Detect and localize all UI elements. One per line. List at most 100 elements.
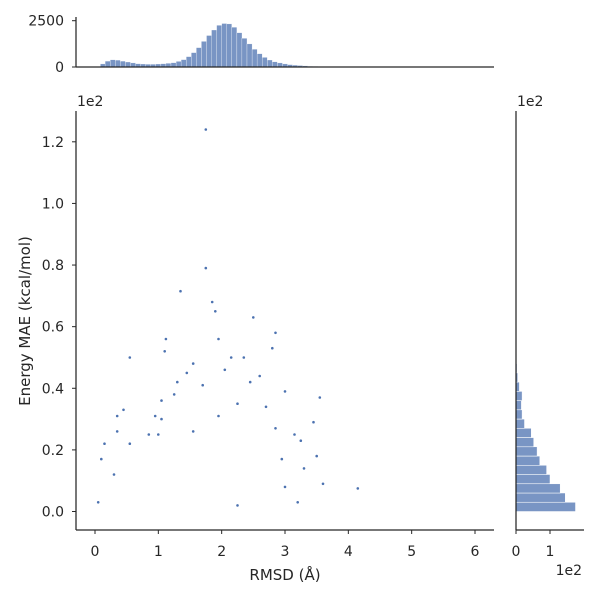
right-histogram-bar	[515, 455, 541, 466]
top-histogram-bar	[120, 60, 126, 68]
x-tick-label: 5	[407, 544, 416, 560]
scatter-point	[296, 501, 300, 504]
scatter-point	[122, 408, 125, 412]
scatter-point	[112, 473, 116, 476]
top-histogram-bar	[110, 59, 116, 68]
scatter-point	[185, 371, 189, 375]
right-marginal-x-offset-label: 1e2	[556, 563, 582, 579]
scatter-point	[258, 374, 262, 378]
x-tick-label: 6	[471, 544, 480, 560]
scatter-point	[204, 128, 208, 131]
top-histogram-bar	[216, 25, 222, 68]
right-histogram-bar	[515, 483, 561, 494]
scatter-point	[160, 399, 163, 402]
scatter-point	[242, 356, 246, 359]
top-marginal-histogram	[95, 23, 355, 68]
right-marginal-histogram	[515, 344, 576, 512]
scatter-point	[274, 427, 277, 430]
right-histogram-bar	[515, 465, 547, 475]
scatter-point	[236, 504, 239, 507]
y-tick-label: 0.6	[42, 320, 64, 336]
y-tick-label: 0.4	[42, 381, 64, 397]
top-histogram-bar	[231, 27, 238, 68]
scatter-point	[312, 420, 315, 424]
y-axis-label: Energy MAE (kcal/mol)	[16, 236, 34, 406]
top-histogram-bar	[211, 29, 217, 68]
scatter-point	[248, 380, 252, 384]
scatter-point	[191, 430, 195, 433]
top-histogram-bar	[180, 59, 187, 68]
scatter-point	[164, 337, 168, 341]
scatter-point	[147, 433, 151, 436]
top-histogram-bar	[246, 43, 253, 68]
scatter-point	[271, 346, 274, 350]
scatter-point	[179, 289, 182, 293]
scatter-point	[201, 383, 204, 387]
y-axis-ticks: 0.0 0.2 0.4 0.6 0.8 1.0 1.2	[42, 135, 76, 521]
right-histogram-bar	[515, 446, 538, 457]
top-histogram-bar	[256, 53, 263, 68]
scatter-point	[128, 442, 132, 446]
scatter-point	[321, 482, 325, 486]
top-histogram-bar	[125, 61, 131, 68]
right-histogram-bar	[515, 418, 525, 429]
top-histogram-bar	[241, 38, 248, 68]
scatter-point	[283, 485, 287, 489]
scatter-point	[210, 300, 214, 304]
y-tick-label: 1.0	[42, 196, 64, 212]
scatter-point	[293, 433, 296, 436]
scatter-point	[236, 402, 239, 406]
y-offset-label: 1e2	[77, 94, 103, 110]
scatter-point	[283, 390, 287, 393]
scatter-point	[96, 501, 100, 504]
top-histogram-bar	[206, 35, 212, 68]
x-axis-label: RMSD (Å)	[249, 565, 320, 584]
top-tick-label: 0	[55, 60, 64, 76]
scatter-point	[264, 405, 268, 409]
scatter-point	[191, 362, 195, 365]
scatter-point	[217, 414, 220, 418]
right-histogram-bar	[515, 437, 534, 448]
x-axis-ticks: 0 1 2 3 4 5 6	[91, 530, 480, 560]
top-histogram-bar	[201, 41, 207, 68]
top-histogram-bar	[262, 57, 268, 68]
scatter-point	[356, 487, 360, 490]
scatter-point	[214, 310, 217, 313]
y-tick-label: 1.2	[42, 135, 64, 151]
scatter-point	[223, 368, 227, 372]
scatter-point	[160, 417, 163, 421]
top-histogram-bar	[115, 59, 121, 68]
top-tick-label: 2500	[28, 14, 64, 30]
right-histogram-bar	[515, 502, 576, 512]
x-tick-label: 2	[217, 544, 226, 560]
scatter-point	[217, 337, 220, 341]
top-histogram-bar	[226, 23, 232, 68]
scatter-point	[229, 356, 233, 359]
scatter-point	[302, 467, 306, 470]
scatter-point	[115, 414, 119, 418]
top-histogram-bar	[186, 56, 192, 68]
scatter-point	[204, 266, 208, 270]
top-histogram-bar	[175, 61, 182, 68]
scatter-point	[115, 430, 119, 433]
scatter-point	[299, 439, 303, 443]
scatter-point	[252, 316, 255, 319]
scatter-point	[176, 380, 179, 384]
right-marginal-y-offset-label: 1e2	[517, 94, 543, 110]
top-histogram-bar	[221, 23, 227, 68]
scatter-point	[157, 433, 160, 436]
right-histogram-bar	[515, 409, 523, 420]
scatter-point	[172, 393, 176, 396]
right-tick-label: 0	[512, 544, 521, 560]
top-histogram-bar	[104, 60, 111, 68]
right-tick-label: 1	[546, 544, 555, 560]
top-histogram-bar	[191, 52, 197, 68]
y-tick-label: 0.0	[42, 505, 64, 521]
scatter-point	[163, 350, 166, 353]
x-tick-label: 0	[91, 544, 100, 560]
top-histogram-bar	[236, 32, 243, 68]
right-histogram-bar	[515, 391, 523, 401]
top-histogram-bar	[272, 61, 278, 68]
